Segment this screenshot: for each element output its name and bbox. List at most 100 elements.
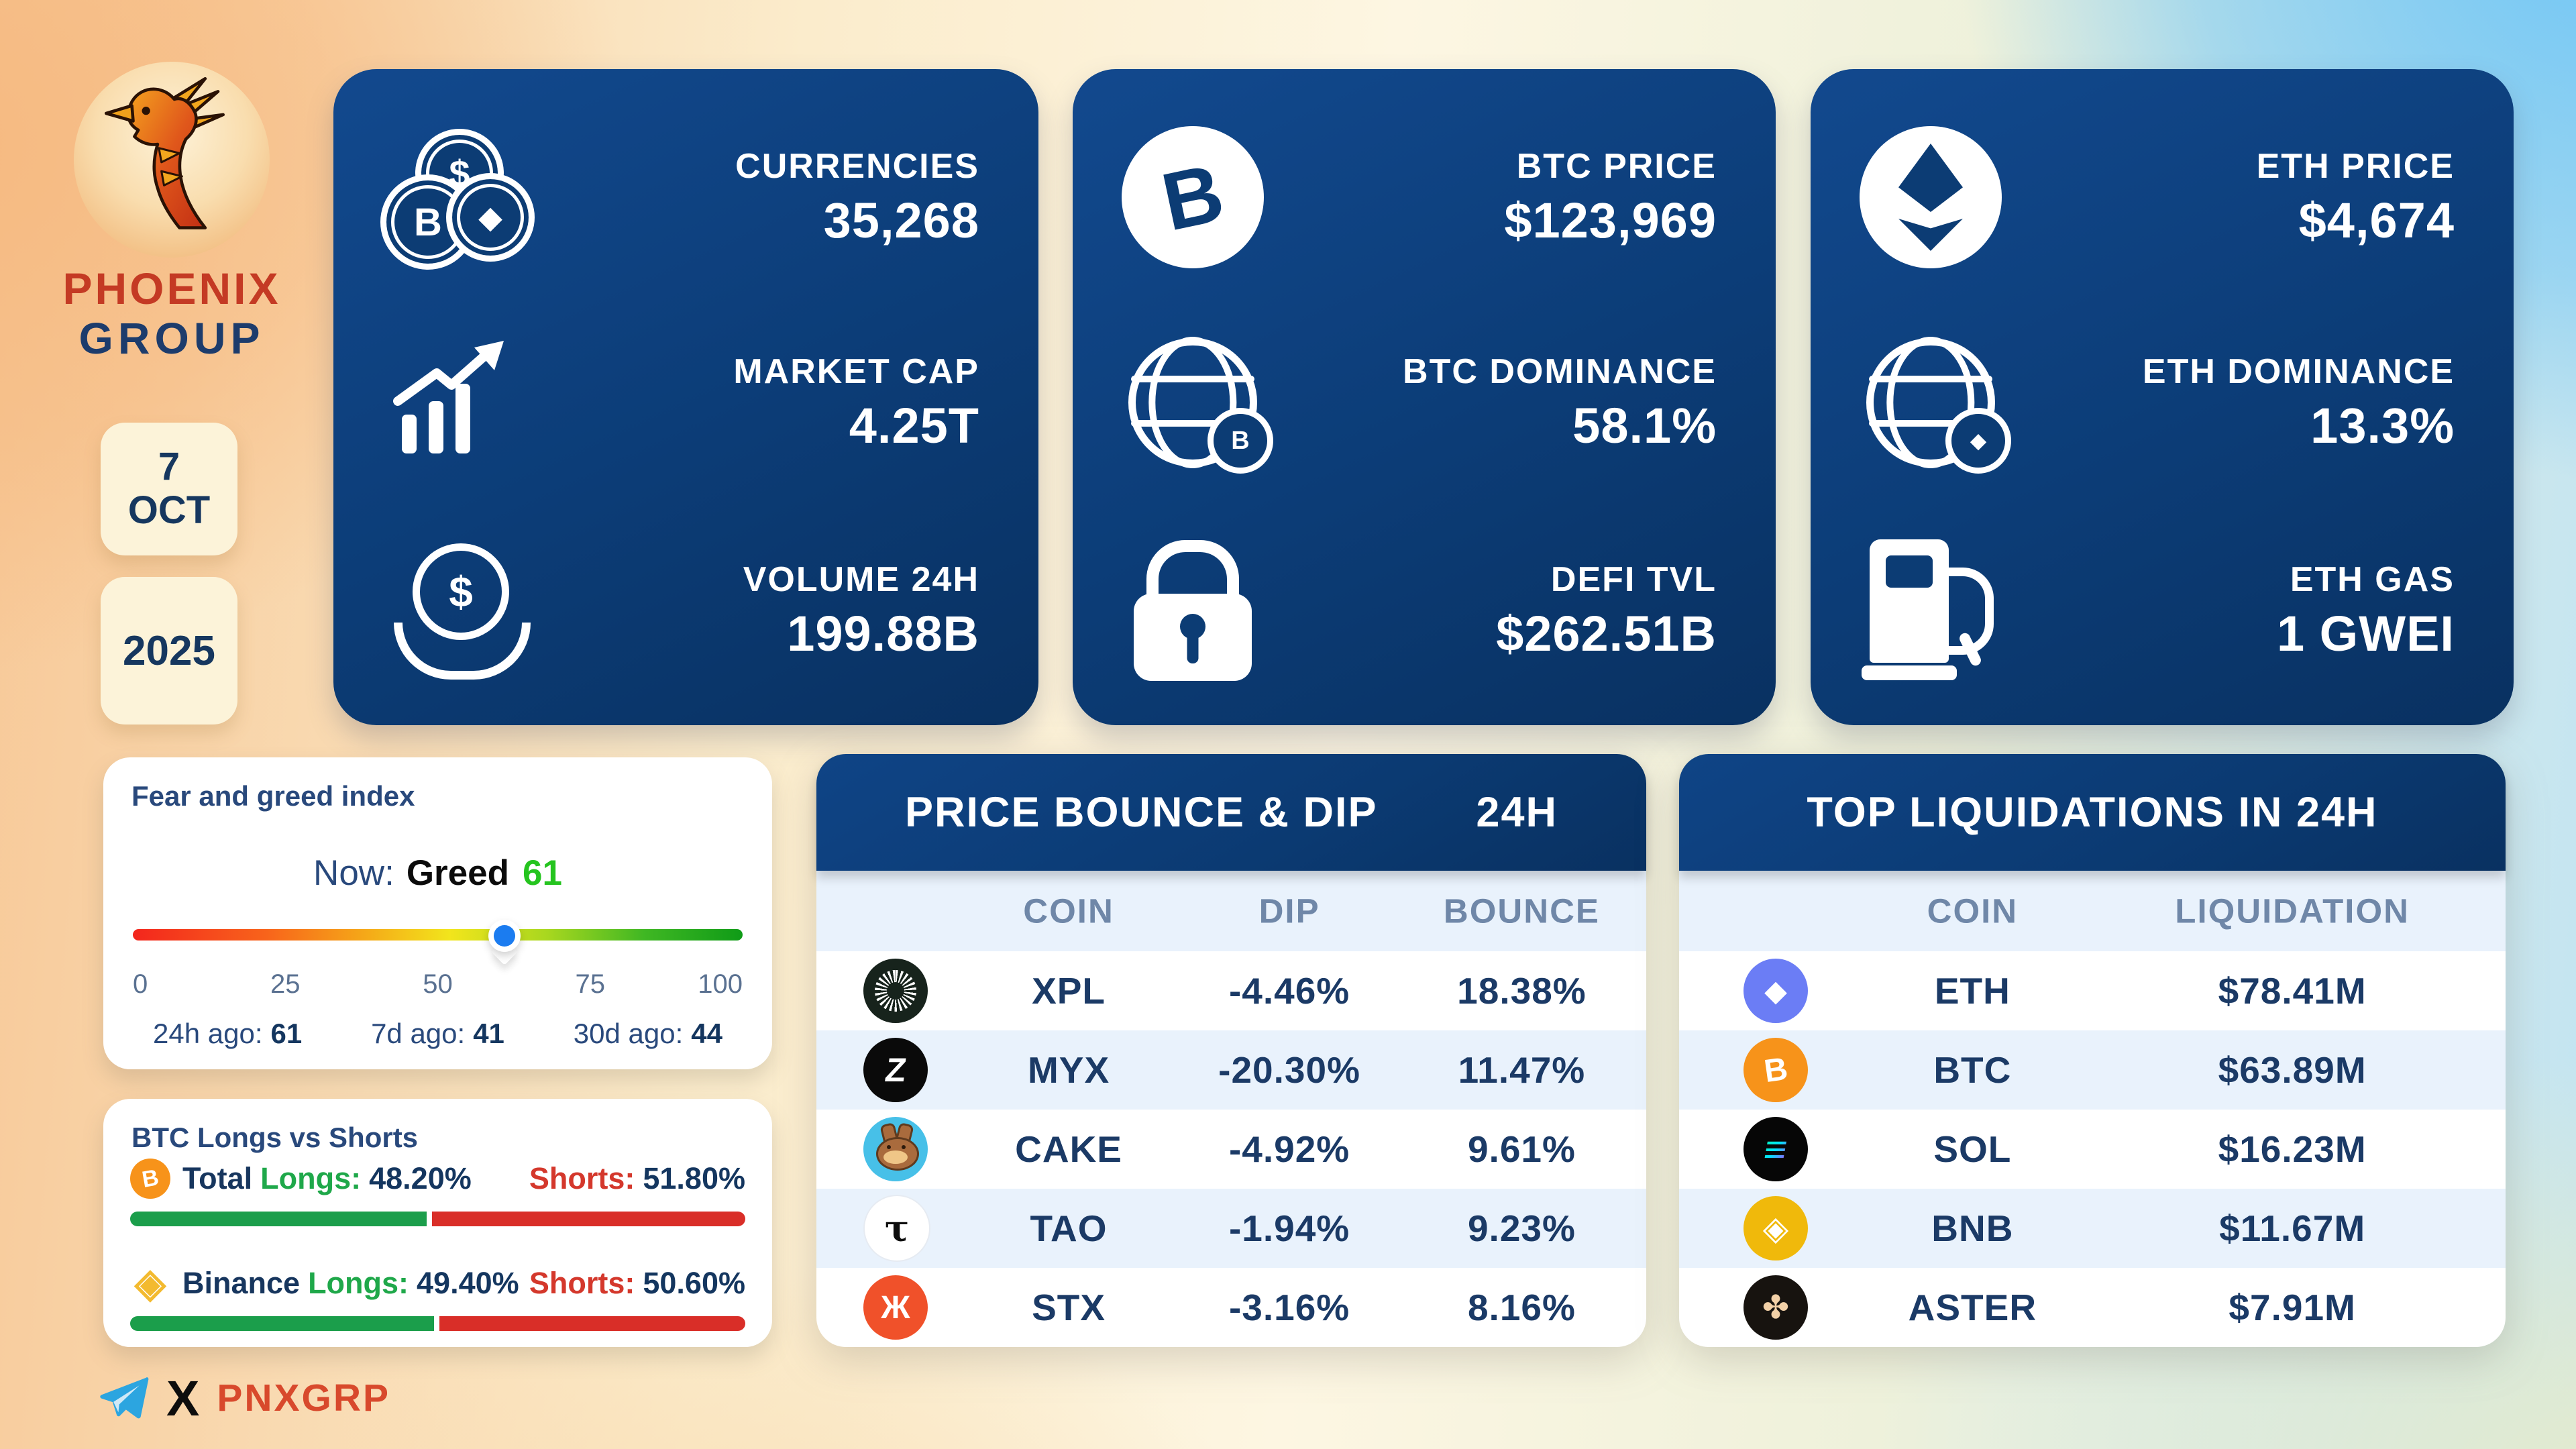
dip-value: -20.30% <box>1218 1049 1361 1091</box>
currencies-icon: $ B ◆ <box>380 129 535 270</box>
fear-greed-now: Now: Greed 61 <box>103 853 772 894</box>
price-bounce-dip-table: PRICE BOUNCE & DIP 24H COIN DIP BOUNCE X… <box>816 754 1646 1347</box>
shorts-bar <box>439 1316 745 1331</box>
market-overview-card: $ B ◆ CURRENCIES 35,268 <box>333 69 1038 725</box>
col-coin: COIN <box>1927 892 2019 930</box>
stat-value: $4,674 <box>2298 192 2455 248</box>
stx-coin-icon: Ж <box>863 1275 928 1340</box>
longs-bar <box>130 1212 427 1226</box>
bnb-coin-icon: ◈ <box>1743 1196 1808 1260</box>
x-twitter-icon[interactable]: X <box>166 1370 200 1426</box>
fear-greed-title: Fear and greed index <box>131 780 415 812</box>
gauge-marker-dot <box>494 925 516 947</box>
eth-dominance-row: ◆ ETH DOMINANCE 13.3% <box>1854 319 2455 486</box>
table-row-tao: τ TAO -1.94% 9.23% <box>816 1189 1646 1268</box>
ethereum-stats-card: ETH PRICE $4,674 ◆ ETH DOMINANCE 13.3% <box>1811 69 2514 725</box>
eth-coin-icon: ◆ <box>1743 959 1808 1023</box>
table-period: 24H <box>1476 789 1558 836</box>
fear-greed-history: 24h ago: 61 7d ago: 41 30d ago: 44 <box>153 1018 722 1050</box>
table-header: TOP LIQUIDATIONS IN 24H <box>1679 754 2506 871</box>
dip-value: -3.16% <box>1228 1287 1350 1328</box>
table-row-sol: ≡ SOL $16.23M <box>1679 1110 2506 1189</box>
year-badge: 2025 <box>101 577 237 724</box>
footer-handle[interactable]: PNXGRP <box>217 1377 391 1419</box>
tick-25: 25 <box>270 969 301 999</box>
gauge-scale: 0 25 50 75 100 <box>133 969 743 1003</box>
stat-label: ETH DOMINANCE <box>2142 352 2455 391</box>
liquidation-value: $63.89M <box>2218 1049 2367 1091</box>
telegram-icon[interactable] <box>99 1377 149 1419</box>
btc-dominance-row: B BTC DOMINANCE 58.1% <box>1116 319 1717 486</box>
exchange-name: Binance <box>182 1266 301 1300</box>
table-row-xpl: XPL -4.46% 18.38% <box>816 951 1646 1030</box>
coin-symbol: ETH <box>1934 970 2010 1012</box>
fear-greed-gauge <box>133 918 743 965</box>
dip-value: -4.92% <box>1228 1128 1350 1170</box>
history-7d: 7d ago: 41 <box>371 1018 504 1049</box>
btc-coin-glyph: B <box>414 200 442 244</box>
stat-label: CURRENCIES <box>735 146 979 186</box>
column-header-row: COIN LIQUIDATION <box>1679 871 2506 951</box>
total-longs-shorts-row: B Total Longs: 48.20% Shorts: 51.80% <box>130 1157 745 1201</box>
xpl-coin-icon <box>863 959 928 1023</box>
stat-value: $262.51B <box>1496 605 1717 661</box>
cake-coin-icon <box>863 1117 928 1181</box>
longs-shorts-title: BTC Longs vs Shorts <box>131 1122 419 1153</box>
table-body: COIN LIQUIDATION ◆ ETH $78.41M B BTC $63… <box>1679 871 2506 1347</box>
stat-label: MARKET CAP <box>733 352 979 391</box>
stat-label: BTC DOMINANCE <box>1403 352 1717 391</box>
liquidation-value: $7.91M <box>2229 1287 2356 1328</box>
volume-row: $ VOLUME 24H 199.88B <box>376 527 979 694</box>
coin-symbol: STX <box>1032 1287 1106 1328</box>
col-dip: DIP <box>1258 892 1320 930</box>
col-coin: COIN <box>1023 892 1114 930</box>
shorts-label: Shorts: <box>529 1266 635 1300</box>
liquidation-value: $16.23M <box>2218 1128 2367 1170</box>
currencies-row: $ B ◆ CURRENCIES 35,268 <box>376 113 979 281</box>
tick-100: 100 <box>698 969 743 999</box>
shorts-value: 50.60% <box>643 1266 745 1300</box>
longs-bar <box>130 1316 434 1331</box>
coin-symbol: BTC <box>1933 1049 2012 1091</box>
history-30d: 30d ago: 44 <box>573 1018 722 1049</box>
brand-name-phoenix: PHOENIX <box>62 264 281 313</box>
now-label: Now: <box>313 853 394 893</box>
shorts-value: 51.80% <box>643 1161 745 1195</box>
longs-label: Longs: <box>308 1266 409 1300</box>
shorts-label: Shorts: <box>529 1161 635 1195</box>
stat-label: DEFI TVL <box>1550 559 1717 599</box>
bitcoin-icon: B <box>1122 126 1264 268</box>
coin-symbol: SOL <box>1933 1128 2012 1170</box>
defi-tvl-row: DEFI TVL $262.51B <box>1116 527 1717 694</box>
history-24h: 24h ago: 61 <box>153 1018 303 1049</box>
greed-value: 61 <box>523 853 562 893</box>
fear-greed-card: Fear and greed index Now: Greed 61 0 25 50… <box>103 757 772 1069</box>
table-row-aster: ✤ ASTER $7.91M <box>1679 1268 2506 1347</box>
liquidation-value: $11.67M <box>2219 1208 2366 1249</box>
date-badge: 7 OCT <box>101 423 237 555</box>
stat-value: 35,268 <box>823 192 979 248</box>
ethereum-icon <box>1860 126 2002 268</box>
total-ratio-bar <box>130 1212 745 1226</box>
greed-classification: Greed <box>406 853 509 893</box>
table-row-btc: B BTC $63.89M <box>1679 1030 2506 1110</box>
table-row-stx: Ж STX -3.16% 8.16% <box>816 1268 1646 1347</box>
bounce-value: 9.61% <box>1467 1128 1576 1170</box>
column-header-row: COIN DIP BOUNCE <box>816 871 1646 951</box>
btc-globe-icon: B <box>1128 337 1273 474</box>
hand-shape <box>394 623 531 680</box>
coin-symbol: XPL <box>1032 970 1106 1012</box>
bounce-value: 8.16% <box>1467 1287 1576 1328</box>
longs-shorts-card: BTC Longs vs Shorts B Total Longs: 48.20… <box>103 1099 772 1347</box>
market-cap-chart-icon <box>393 341 504 453</box>
col-bounce: BOUNCE <box>1443 892 1600 930</box>
btc-coin-icon: B <box>1743 1038 1808 1102</box>
phoenix-bird-icon <box>104 76 225 229</box>
table-row-cake: CAKE -4.92% 9.61% <box>816 1110 1646 1189</box>
tao-coin-icon: τ <box>863 1195 930 1262</box>
date-day: 7 <box>158 445 180 489</box>
defi-lock-icon <box>1134 540 1252 681</box>
gas-pump-icon <box>1862 539 1997 682</box>
table-header: PRICE BOUNCE & DIP 24H <box>816 754 1646 871</box>
